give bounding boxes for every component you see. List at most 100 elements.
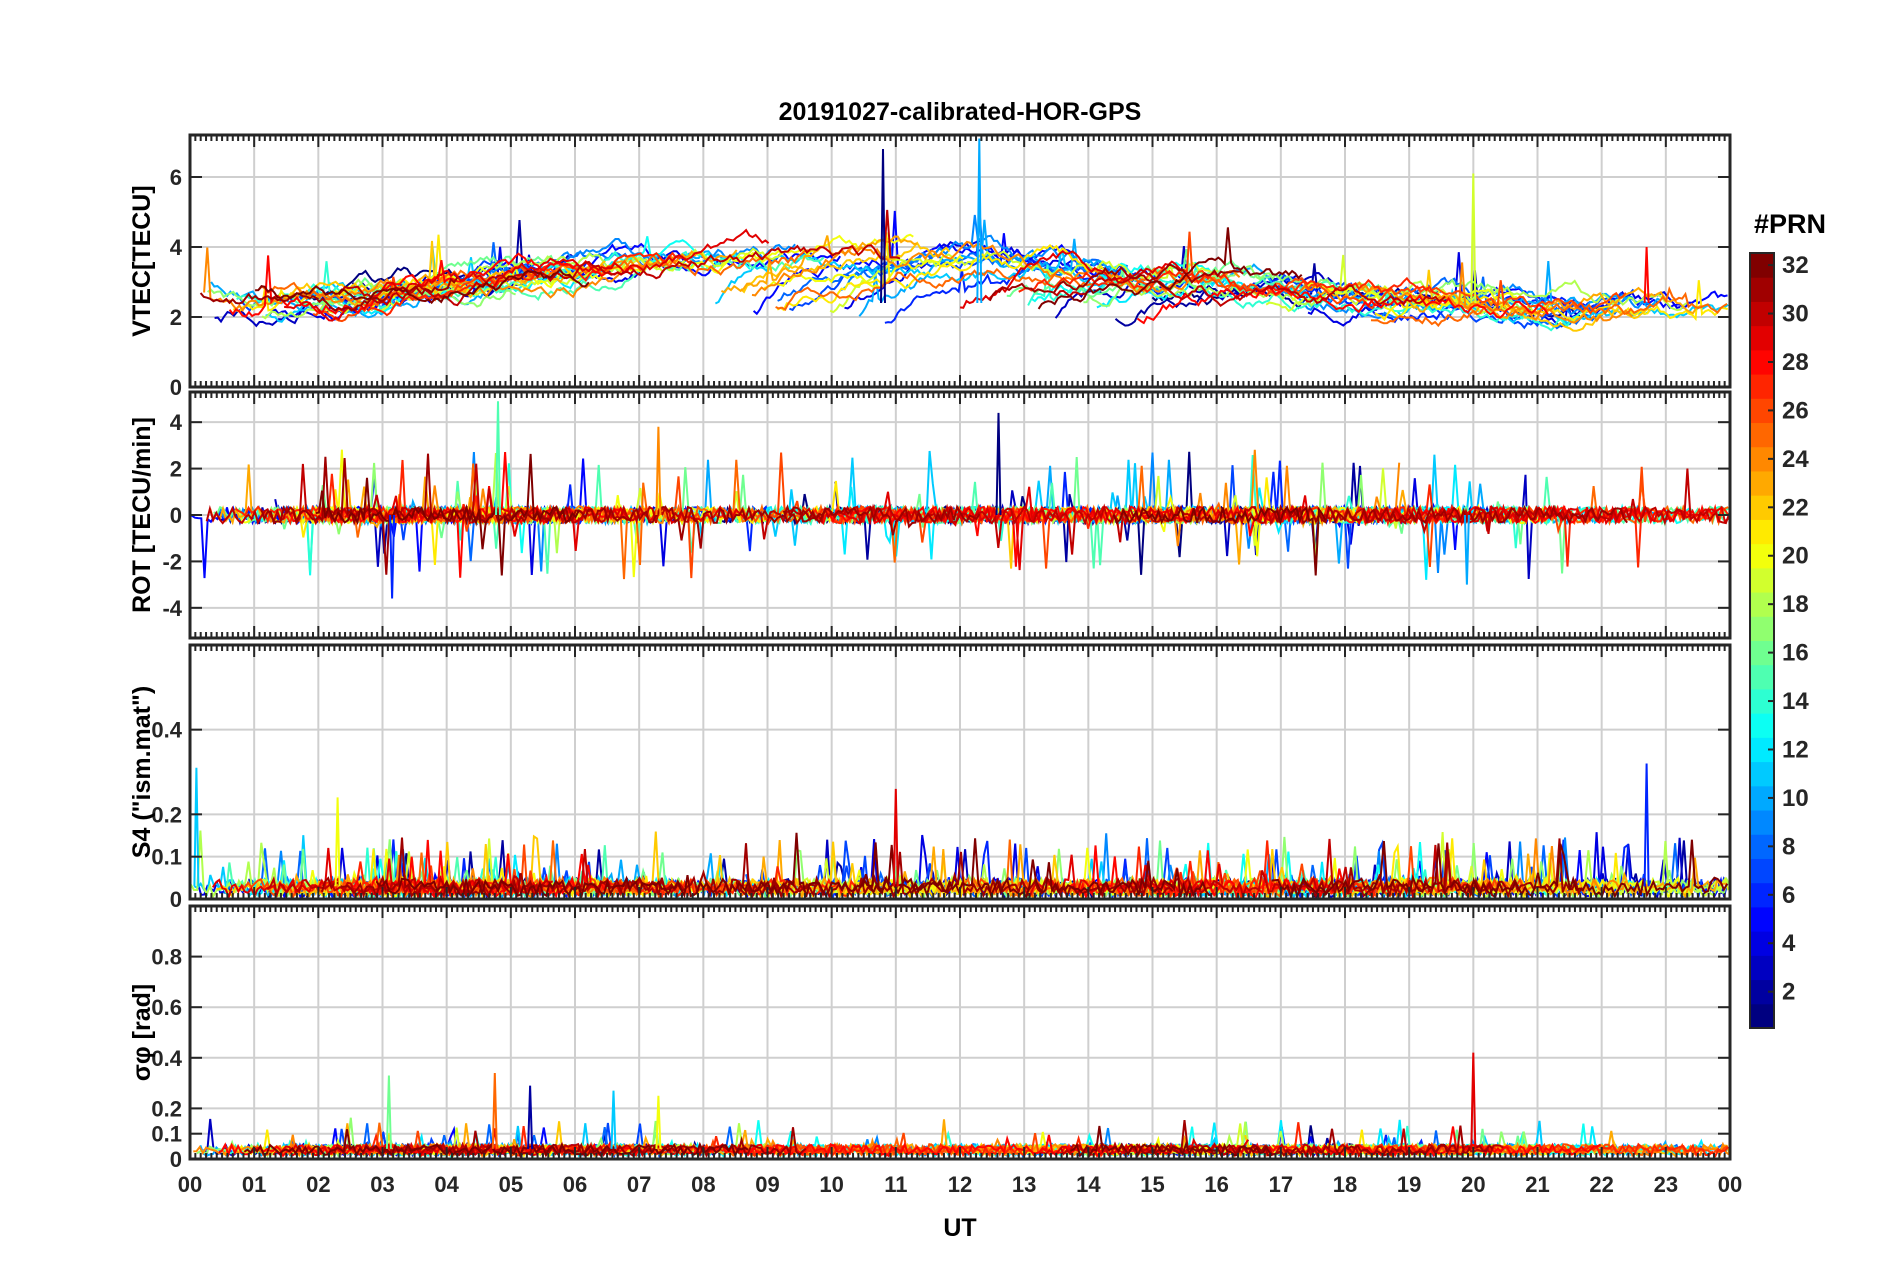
series-group-s4 — [190, 830, 1730, 899]
colorbar-tick-label: 2 — [1782, 979, 1795, 1006]
colorbar-tick-label: 10 — [1782, 785, 1809, 812]
colorbar-tick-label: 30 — [1782, 301, 1809, 328]
x-tick-label: 06 — [563, 1172, 587, 1197]
y-tick-label-vtec: 6 — [170, 165, 182, 190]
series-prn-31 — [199, 262, 1244, 312]
peak-vtec-0 — [880, 148, 886, 304]
peak-rot-1 — [495, 401, 501, 516]
grid-sigma_phi — [190, 906, 1730, 1159]
x-tick-label: 08 — [691, 1172, 715, 1197]
x-tick-label: 16 — [1204, 1172, 1228, 1197]
peak-sigma_phi-3 — [610, 1090, 617, 1149]
x-tick-label: 21 — [1525, 1172, 1549, 1197]
series-prn-32 — [315, 453, 1327, 576]
colorbar-swatch — [1750, 664, 1774, 690]
y-tick-label-rot: 2 — [170, 457, 182, 482]
colorbar-label: #PRN — [1754, 209, 1826, 239]
x-tick-label: 23 — [1654, 1172, 1678, 1197]
y-tick-label-vtec: 4 — [170, 235, 183, 260]
colorbar-swatch — [1750, 567, 1774, 593]
colorbar-swatch — [1750, 616, 1774, 641]
x-tick-label: 14 — [1076, 1172, 1101, 1197]
colorbar-swatch — [1750, 761, 1774, 787]
x-tick-label: 17 — [1269, 1172, 1293, 1197]
peak-vtec-2 — [1470, 173, 1477, 304]
peak-s4-0 — [193, 767, 200, 887]
x-tick-label: 20 — [1461, 1172, 1485, 1197]
y-tick-label-sigma_phi: 0.4 — [151, 1046, 182, 1071]
series-prn-10 — [210, 219, 1662, 319]
colorbar-swatch — [1750, 422, 1774, 448]
y-tick-label-s4: 0.4 — [151, 718, 182, 743]
y-label-rot: ROT [TECU/min] — [128, 417, 156, 613]
panel-rot: -4 -2 0 2 4 ROT [TECU/min] — [128, 390, 1732, 640]
peak-s4-2 — [892, 788, 899, 887]
series-prn-30 — [337, 209, 1446, 308]
x-tick-label: 09 — [755, 1172, 779, 1197]
peak-sigma_phi-2 — [527, 1085, 534, 1149]
x-tick-label: 01 — [242, 1172, 266, 1197]
colorbar-frame — [1749, 252, 1775, 1029]
x-tick-label: 03 — [370, 1172, 394, 1197]
colorbar-tick-label: 8 — [1782, 833, 1795, 860]
y-axis-rot: -4 -2 0 2 4 — [162, 410, 1730, 621]
colorbar-tick-label: 32 — [1782, 252, 1809, 279]
y-axis-sigma_phi: 00.10.2 0.4 0.6 0.8 — [151, 945, 1730, 1172]
x-tick-label: 00 — [1718, 1172, 1742, 1197]
peak-sigma_phi-5 — [1470, 1052, 1477, 1149]
x-tick-label: 15 — [1140, 1172, 1164, 1197]
panel-vtec: 0 2 4 6 VTEC[TECU] — [128, 133, 1732, 400]
colorbar-tick-label: 22 — [1782, 494, 1809, 521]
colorbar-tick-label: 4 — [1782, 930, 1796, 957]
x-tick-label: 10 — [819, 1172, 843, 1197]
x-tick-label: 00 — [178, 1172, 202, 1197]
colorbar-swatch — [1750, 325, 1774, 351]
y-label-vtec: VTEC[TECU] — [128, 185, 156, 336]
series-prn-32 — [375, 832, 1729, 899]
colorbar-swatch — [1750, 374, 1774, 399]
y-tick-label-s4: 0.1 — [151, 845, 182, 870]
colorbar-swatch — [1750, 713, 1774, 738]
series-prn-27 — [366, 251, 1440, 317]
colorbar-tick-label: 14 — [1782, 688, 1809, 715]
peak-rot-2 — [655, 426, 662, 516]
peak-sigma_phi-4 — [655, 1095, 662, 1149]
colorbar-tick-label: 6 — [1782, 882, 1795, 909]
y-tick-label-sigma_phi: 0 — [170, 1147, 182, 1172]
colorbar-tick-label: 26 — [1782, 397, 1809, 424]
x-tick-label: 19 — [1397, 1172, 1421, 1197]
x-ticks-sigma_phi — [189, 906, 1731, 1159]
y-tick-label-sigma_phi: 0.6 — [151, 995, 182, 1020]
colorbar-swatch — [1750, 906, 1774, 932]
peak-vtec-1 — [976, 138, 983, 304]
x-tick-labels: 00 01 02 03 04 05 06 07 08 09 10 11 12 13 14 15 16 17 18 19… — [178, 1172, 1742, 1197]
x-tick-label: 04 — [434, 1172, 459, 1197]
colorbar-swatch — [1750, 519, 1774, 545]
colorbar-tick-label: 12 — [1782, 736, 1809, 763]
x-tick-label: 13 — [1012, 1172, 1036, 1197]
panel-sigma_phi: 00.10.2 0.4 0.6 0.8 σφ [rad] — [128, 904, 1732, 1172]
y-tick-label-s4: 0.2 — [151, 802, 182, 827]
y-axis-vtec: 0 2 4 6 — [170, 165, 1730, 400]
colorbar-tick-label: 18 — [1782, 591, 1809, 618]
colorbar-tick-label: 24 — [1782, 446, 1809, 473]
x-ticks-vtec — [189, 135, 1731, 387]
series-prn-32 — [255, 227, 1303, 310]
peak-sigma_phi-1 — [491, 1072, 498, 1149]
chart-title: 20191027-calibrated-HOR-GPS — [779, 98, 1142, 126]
y-tick-label-vtec: 2 — [170, 305, 182, 330]
series-prn-11 — [325, 450, 1609, 546]
x-tick-label: 12 — [948, 1172, 972, 1197]
y-tick-label-sigma_phi: 0.2 — [151, 1096, 182, 1121]
y-tick-label-vtec: 0 — [170, 375, 182, 400]
x-ticks-rot — [189, 392, 1731, 638]
y-tick-label-sigma_phi: 0.8 — [151, 945, 182, 970]
colorbar-swatch — [1750, 955, 1774, 981]
peak-sigma_phi-0 — [385, 1075, 392, 1149]
x-tick-label: 18 — [1333, 1172, 1357, 1197]
colorbar-tick-label: 20 — [1782, 543, 1809, 570]
colorbar-tick-label: 28 — [1782, 349, 1809, 376]
y-tick-label-s4: 0 — [170, 887, 182, 912]
